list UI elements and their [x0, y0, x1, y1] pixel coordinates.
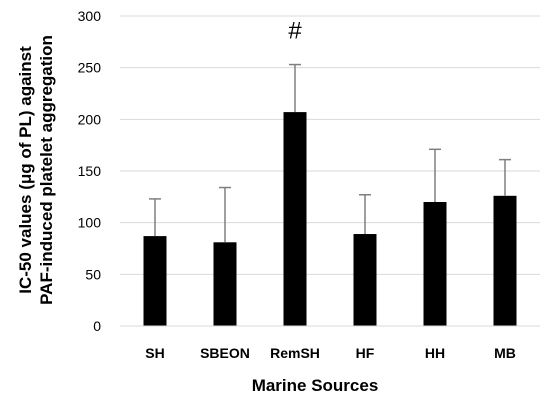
y-tick-label: 200 — [78, 111, 102, 127]
bar — [353, 234, 377, 326]
y-tick-label: 250 — [78, 60, 102, 76]
bar — [143, 236, 167, 326]
x-category-label: HF — [356, 345, 375, 361]
y-axis-title: IC-50 values (μg of PL) against PAF-indu… — [16, 35, 56, 305]
x-axis-categories: SH SBEON RemSH HF HH MB — [145, 345, 516, 361]
x-category-label: RemSH — [270, 345, 320, 361]
y-tick-label: 0 — [93, 318, 101, 334]
x-category-label: HH — [425, 345, 445, 361]
x-category-label: SBEON — [200, 345, 250, 361]
y-axis-title-line-2: PAF-induced platelet aggregation — [37, 35, 56, 305]
significance-annotation: # — [288, 18, 302, 45]
x-category-label: SH — [145, 345, 164, 361]
y-axis-ticks: 0 50 100 150 200 250 300 — [78, 8, 102, 334]
error-bars — [149, 63, 511, 243]
bar — [283, 112, 307, 326]
bar — [423, 202, 447, 326]
y-tick-label: 300 — [78, 8, 102, 24]
x-axis-title: Marine Sources — [252, 376, 379, 395]
y-tick-label: 100 — [78, 215, 102, 231]
bar — [213, 242, 237, 326]
bars — [143, 112, 517, 326]
annotations: # — [288, 18, 302, 45]
gridlines — [120, 15, 540, 275]
y-tick-label: 50 — [85, 266, 101, 282]
y-tick-label: 150 — [78, 163, 102, 179]
x-category-label: MB — [494, 345, 516, 361]
y-axis-title-line-1: IC-50 values (μg of PL) against — [16, 46, 35, 294]
bar — [493, 195, 517, 326]
